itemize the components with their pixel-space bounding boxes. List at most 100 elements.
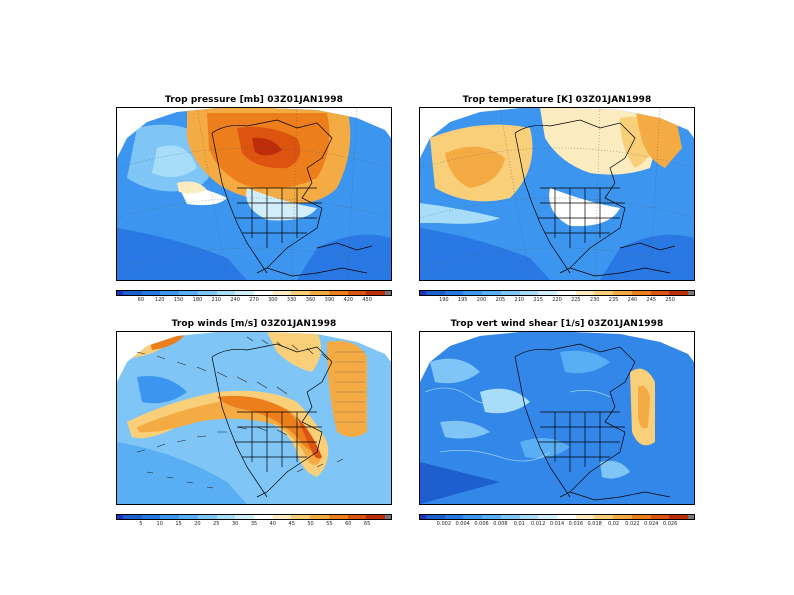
colorbar-cap-high: [688, 515, 695, 519]
colorbar-tick: 10: [156, 521, 163, 527]
colorbar-tick: 0.002: [436, 521, 452, 527]
colorbar-cap-low: [117, 291, 123, 295]
panel-title-trop-pressure: Trop pressure [mb] 03Z01JAN1998: [165, 95, 343, 105]
colorbar-swatch: [347, 515, 367, 519]
colorbar-tick: 420: [343, 297, 354, 303]
colorbar-swatch: [310, 515, 329, 519]
colorbar-swatch: [538, 515, 558, 519]
panel-title-trop-temperature: Trop temperature [K] 03Z01JAN1998: [462, 95, 652, 105]
colorbar-tick: 190: [439, 297, 449, 303]
map-trop-temperature: [419, 107, 695, 281]
colorbar-swatch: [179, 515, 198, 519]
colorbar-swatch: [141, 515, 161, 519]
colorbar-tick: 0.008: [493, 521, 508, 527]
colorbar-tick: 0.01: [513, 521, 525, 527]
colorbar-tick: 0.006: [474, 521, 489, 527]
colorbar-tick: 360: [305, 297, 316, 303]
colorbar-tick: 50: [307, 521, 314, 527]
colorbar-tick: 150: [173, 297, 184, 303]
colorbar-swatch: [519, 291, 539, 295]
colorbar-tick: 5: [139, 521, 143, 527]
colorbar-swatch: [328, 515, 348, 519]
colorbar-tick: 30: [231, 521, 239, 527]
colorbar-swatch: [444, 515, 464, 519]
colorbar-ticks-trop-pressure: 60 120 150 180 210 240 270 300 330 360 390 420 450: [122, 297, 386, 307]
colorbar-swatch: [141, 291, 161, 295]
colorbar-swatch: [669, 515, 689, 519]
colorbar-swatch: [594, 291, 614, 295]
colorbar-swatch: [594, 515, 614, 519]
colorbar-tick: 220: [552, 297, 562, 303]
colorbar-tick: 240: [627, 297, 638, 303]
colorbar-ticks-trop-vert-wind-shear: 0.002 0.004 0.006 0.008 0.01 0.012 0.014 0.016 0…: [425, 521, 689, 531]
colorbar-swatch: [575, 515, 595, 519]
colorbar-tick: 330: [286, 297, 297, 303]
colorbar-tick: 40: [269, 521, 277, 527]
colorbar-tick: 240: [230, 297, 240, 303]
map-trop-pressure: [116, 107, 392, 281]
colorbar-swatch: [669, 291, 689, 295]
colorbar-tick: 230: [589, 297, 600, 303]
colorbar-tick: 0.014: [549, 521, 565, 527]
panel-title-trop-winds: Trop winds [m/s] 03Z01JAN1998: [171, 319, 337, 329]
colorbar-swatch: [631, 515, 651, 519]
colorbar-tick: 180: [192, 297, 203, 303]
colorbar-cap-low: [117, 515, 123, 519]
colorbar-tick: 235: [608, 297, 619, 303]
colorbar-trop-pressure: [116, 290, 392, 296]
colorbar-ticks-trop-temperature: 190 195 200 205 210 215 220 225 230 235 240 245 250: [425, 297, 689, 307]
colorbar-swatch: [254, 515, 273, 519]
colorbar-swatch: [291, 515, 311, 519]
colorbar-tick: 0.022: [625, 521, 640, 527]
colorbar-tick: 0.024: [644, 521, 659, 527]
colorbar-swatch: [444, 291, 464, 295]
colorbar-tick: 0.02: [607, 521, 620, 527]
colorbar-swatch: [650, 515, 670, 519]
colorbar-swatch: [179, 291, 198, 295]
colorbar-tick: 215: [533, 297, 543, 303]
colorbar-tick: 0.004: [455, 521, 470, 527]
panel-title-trop-vert-wind-shear: Trop vert wind shear [1/s] 03Z01JAN1998: [450, 319, 664, 329]
colorbar-swatch: [366, 515, 386, 519]
colorbar-tick: 35: [250, 521, 258, 527]
colorbar-tick: 0.018: [587, 521, 602, 527]
colorbar-tick: 45: [288, 521, 295, 527]
colorbar-tick: 195: [457, 297, 468, 303]
colorbar-swatch: [160, 291, 180, 295]
colorbar-tick: 20: [194, 521, 201, 527]
colorbar-swatch: [272, 291, 292, 295]
colorbar-swatch: [538, 291, 558, 295]
colorbar-tick: 270: [249, 297, 259, 303]
colorbar-swatch: [160, 515, 180, 519]
colorbar-swatch: [197, 291, 217, 295]
colorbar-tick: 60: [137, 297, 145, 303]
colorbar-swatch: [482, 515, 501, 519]
colorbar-trop-winds: [116, 514, 392, 520]
colorbar-tick: 245: [646, 297, 657, 303]
colorbar-swatch: [575, 291, 595, 295]
colorbar-swatch: [500, 515, 520, 519]
colorbar-swatch: [426, 291, 445, 295]
colorbar-trop-temperature: [419, 290, 695, 296]
colorbar-tick: 120: [154, 297, 165, 303]
colorbar-swatch: [235, 515, 255, 519]
colorbar-swatch: [426, 515, 445, 519]
colorbar-swatch: [366, 291, 386, 295]
colorbar-tick: 0.026: [662, 521, 678, 527]
colorbar-cap-high: [688, 291, 695, 295]
colorbar-tick: 390: [324, 297, 335, 303]
colorbar-swatch: [123, 515, 142, 519]
colorbar-cap-high: [385, 515, 392, 519]
colorbar-swatch: [291, 291, 311, 295]
map-trop-winds: [116, 331, 392, 505]
colorbar-swatch: [650, 291, 670, 295]
colorbar-swatch: [463, 291, 483, 295]
colorbar-swatch: [328, 291, 348, 295]
map-trop-vert-wind-shear: [419, 331, 695, 505]
colorbar-tick: 65: [363, 521, 371, 527]
colorbar-swatch: [197, 515, 217, 519]
colorbar-tick: 205: [495, 297, 506, 303]
colorbar-tick: 225: [571, 297, 581, 303]
colorbar-swatch: [557, 515, 576, 519]
colorbar-tick: 450: [362, 297, 372, 303]
